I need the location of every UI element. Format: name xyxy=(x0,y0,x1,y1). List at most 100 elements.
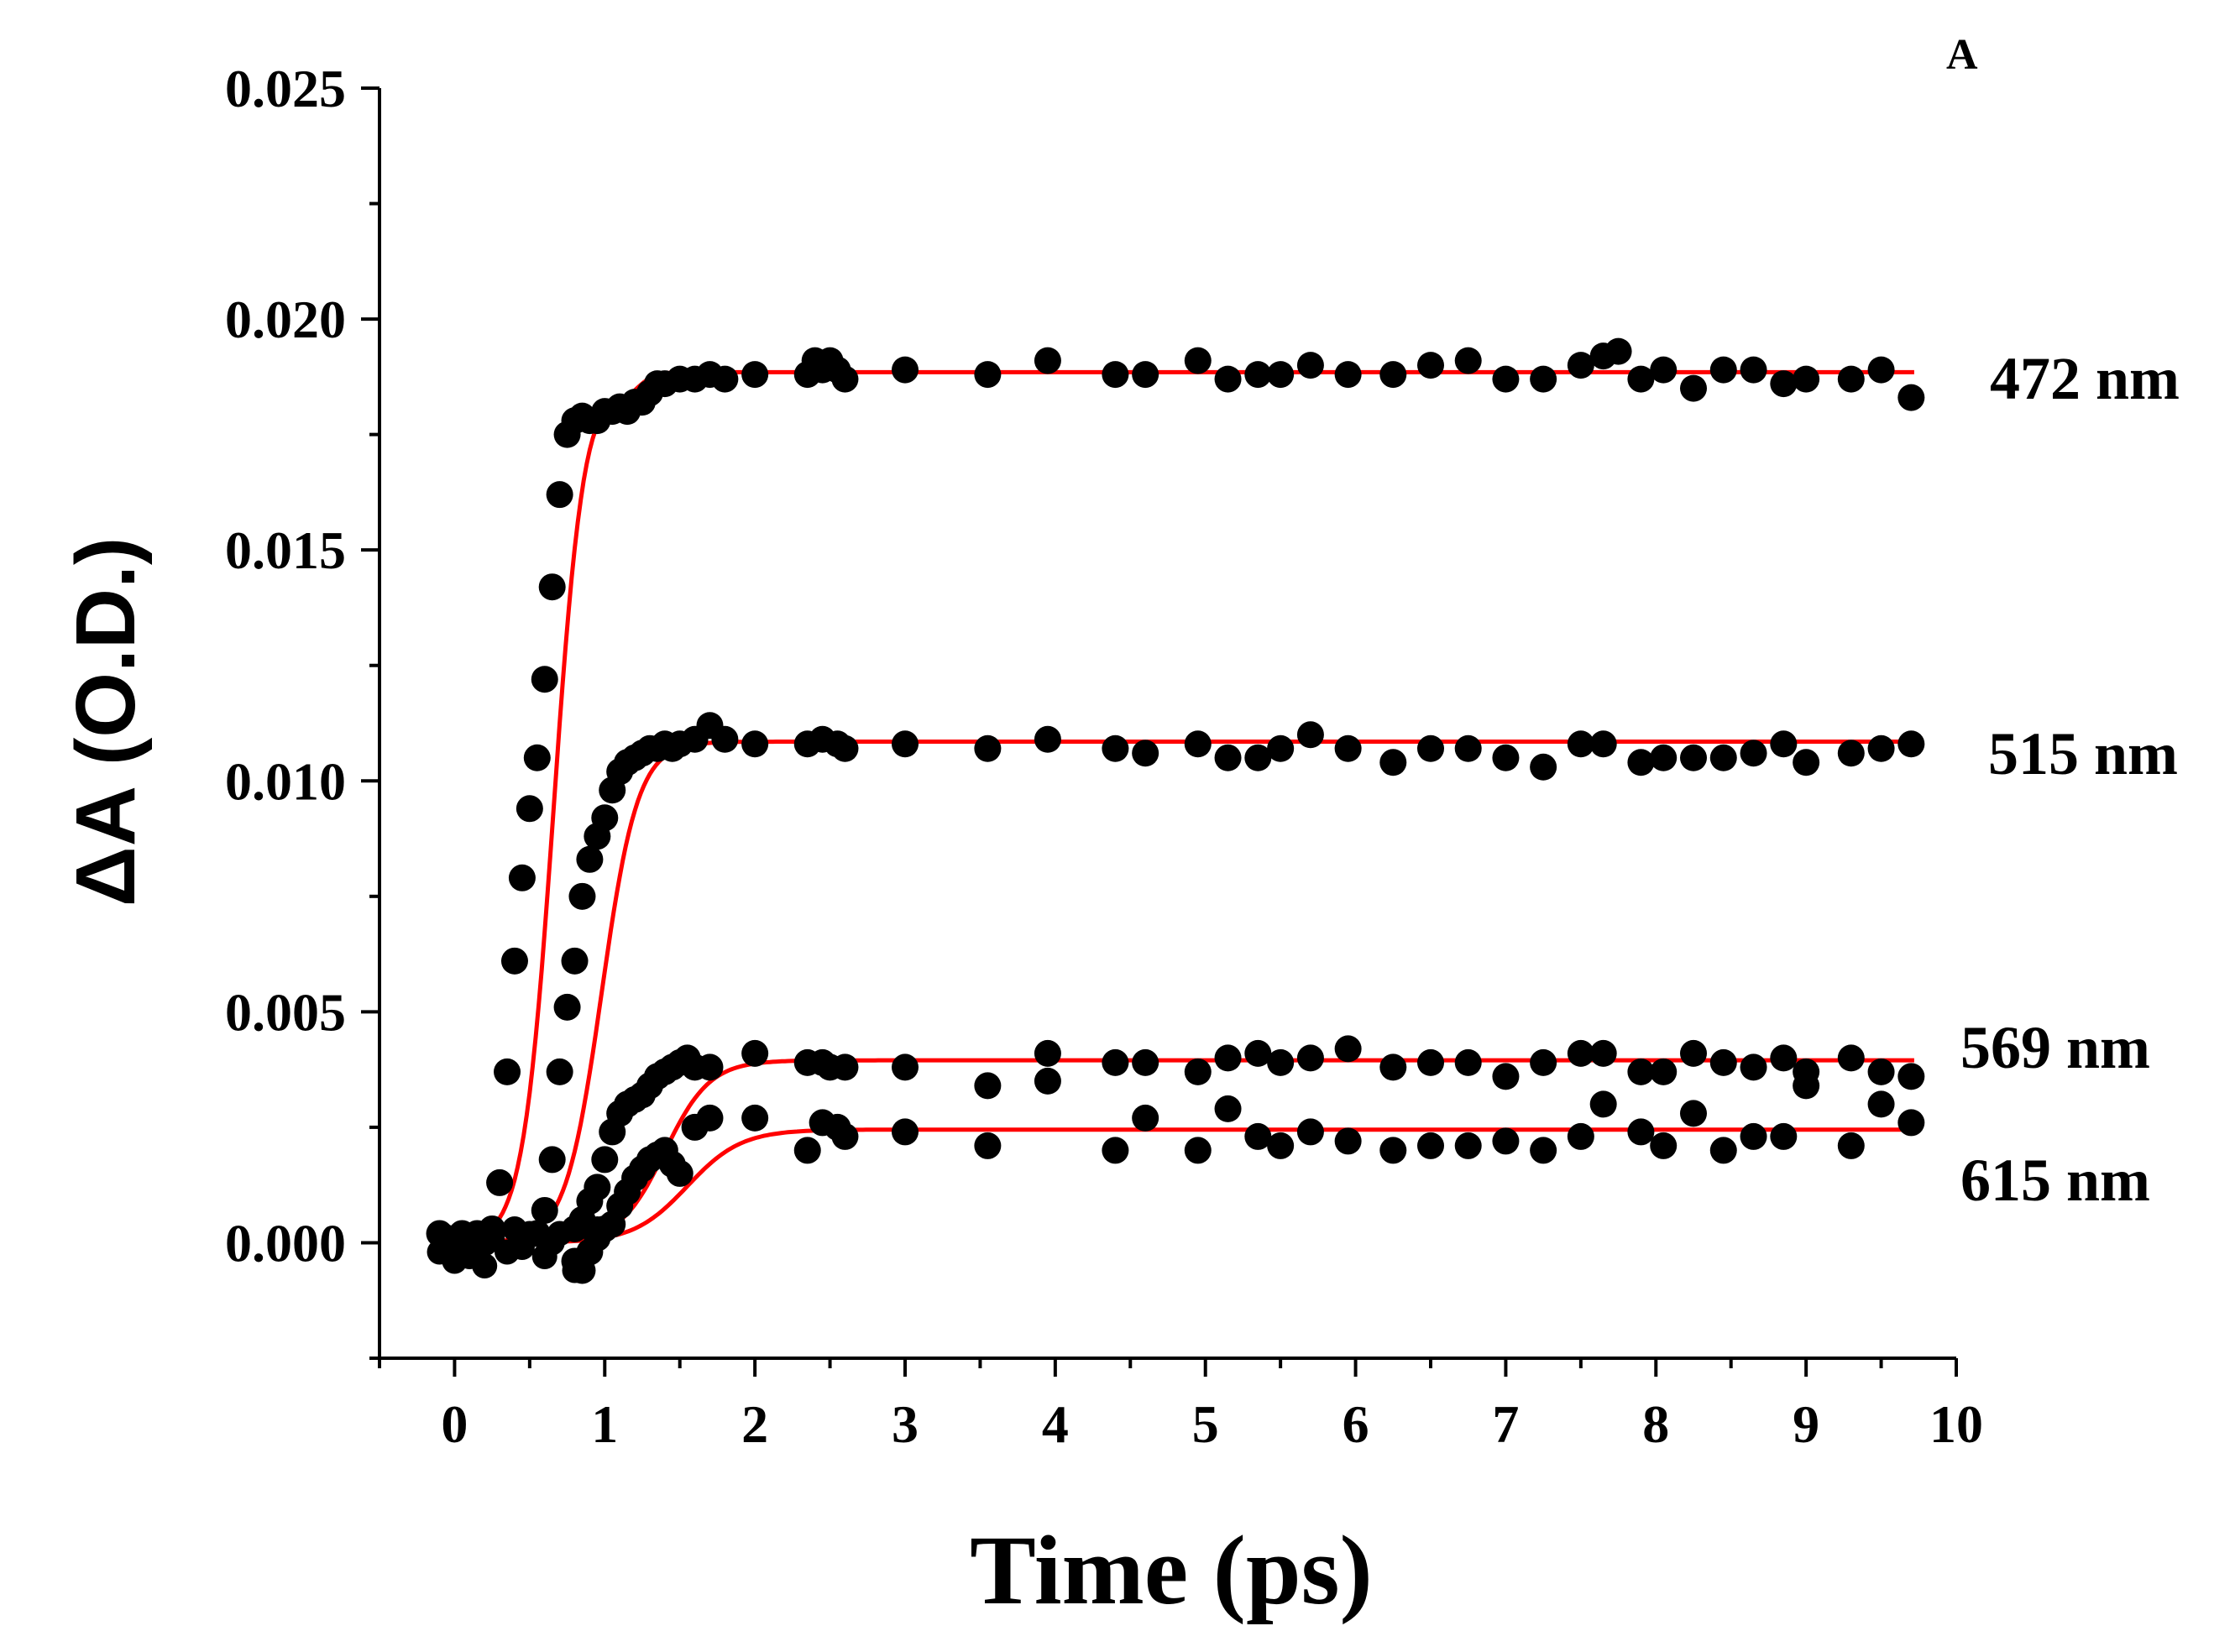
data-point xyxy=(1334,735,1362,762)
data-point xyxy=(523,744,551,771)
data-point xyxy=(892,356,919,384)
data-point xyxy=(1379,361,1407,389)
data-point xyxy=(553,993,581,1021)
data-point xyxy=(1897,1063,1925,1090)
y-tick-label: 0.015 xyxy=(225,520,346,580)
data-point xyxy=(741,361,769,389)
data-point xyxy=(1770,730,1798,758)
data-point xyxy=(1379,1053,1407,1081)
data-points xyxy=(426,337,1925,1284)
data-point xyxy=(1417,352,1444,379)
x-tick-label: 2 xyxy=(741,1394,768,1454)
data-point xyxy=(561,947,589,975)
data-point xyxy=(1244,1122,1272,1150)
data-point xyxy=(1244,744,1272,771)
data-point xyxy=(974,735,1002,762)
data-point xyxy=(1267,1132,1295,1159)
baseline-point xyxy=(472,1252,498,1278)
data-point xyxy=(584,1174,611,1201)
data-point xyxy=(1837,740,1865,767)
data-point xyxy=(1627,1058,1655,1085)
data-point xyxy=(1709,1137,1737,1164)
data-point xyxy=(1627,749,1655,776)
data-point xyxy=(1604,337,1632,365)
data-point xyxy=(1793,1072,1820,1100)
data-point xyxy=(1454,735,1482,762)
data-point xyxy=(974,361,1002,389)
data-point xyxy=(494,1058,521,1085)
y-tick-label: 0.000 xyxy=(225,1213,346,1273)
data-point xyxy=(1454,1048,1482,1076)
data-point xyxy=(831,365,859,393)
data-point xyxy=(1740,740,1767,767)
data-point xyxy=(1680,374,1707,402)
data-point xyxy=(1567,1122,1594,1150)
series-label: 472 nm xyxy=(1990,345,2180,412)
data-point xyxy=(1492,365,1520,393)
y-tick-label: 0.005 xyxy=(225,982,346,1042)
data-point xyxy=(1530,1048,1557,1076)
data-point xyxy=(741,730,769,758)
x-tick-label: 5 xyxy=(1192,1394,1219,1454)
data-point xyxy=(1897,1109,1925,1137)
data-point xyxy=(666,1159,694,1187)
data-point xyxy=(711,725,739,753)
data-point xyxy=(1334,1127,1362,1155)
data-point xyxy=(1650,1058,1678,1085)
x-tick-label: 7 xyxy=(1492,1394,1519,1454)
x-tick-label: 4 xyxy=(1042,1394,1069,1454)
data-point xyxy=(591,804,619,832)
data-point xyxy=(1530,1137,1557,1164)
data-point xyxy=(1589,730,1617,758)
data-point xyxy=(1454,1132,1482,1159)
data-point xyxy=(1650,356,1678,384)
x-tick-label: 9 xyxy=(1793,1394,1819,1454)
data-point xyxy=(1132,1048,1159,1076)
data-point xyxy=(1102,1048,1129,1076)
data-point xyxy=(1740,1053,1767,1081)
data-point xyxy=(1184,347,1212,374)
data-point xyxy=(831,1053,859,1081)
data-point xyxy=(479,1215,506,1242)
data-point xyxy=(1589,1039,1617,1067)
data-point xyxy=(1709,356,1737,384)
data-point xyxy=(1454,347,1482,374)
data-point xyxy=(1680,1100,1707,1127)
data-point xyxy=(1897,384,1925,411)
data-point xyxy=(1214,365,1242,393)
data-point xyxy=(1567,1039,1594,1067)
data-point xyxy=(1740,356,1767,384)
data-point xyxy=(546,1058,573,1085)
data-point xyxy=(1034,1067,1061,1095)
data-point xyxy=(1793,749,1820,776)
data-point xyxy=(546,481,573,509)
data-point xyxy=(538,1146,566,1174)
data-point xyxy=(1034,1039,1061,1067)
data-point xyxy=(1132,361,1159,389)
data-point xyxy=(1627,1118,1655,1146)
data-point xyxy=(1296,721,1324,749)
data-point xyxy=(1650,1132,1678,1159)
series-label: 615 nm xyxy=(1960,1147,2150,1214)
data-point xyxy=(500,947,528,975)
data-point xyxy=(1296,352,1324,379)
data-point xyxy=(1417,1048,1444,1076)
y-tick-label: 0.025 xyxy=(225,59,346,118)
data-point xyxy=(1589,1090,1617,1118)
series-label: 515 nm xyxy=(1988,720,2178,787)
data-point xyxy=(531,666,558,693)
data-point xyxy=(1793,365,1820,393)
data-point xyxy=(892,730,919,758)
data-point xyxy=(1184,730,1212,758)
data-point xyxy=(1867,1058,1895,1085)
data-point xyxy=(1867,735,1895,762)
data-point xyxy=(1214,744,1242,771)
data-point xyxy=(1650,744,1678,771)
y-tick-label: 0.010 xyxy=(225,751,346,811)
data-point xyxy=(1417,1132,1444,1159)
data-point xyxy=(1867,1090,1895,1118)
axes xyxy=(378,88,1956,1360)
data-point xyxy=(1567,352,1594,379)
data-point xyxy=(1034,347,1061,374)
data-point xyxy=(1709,744,1737,771)
